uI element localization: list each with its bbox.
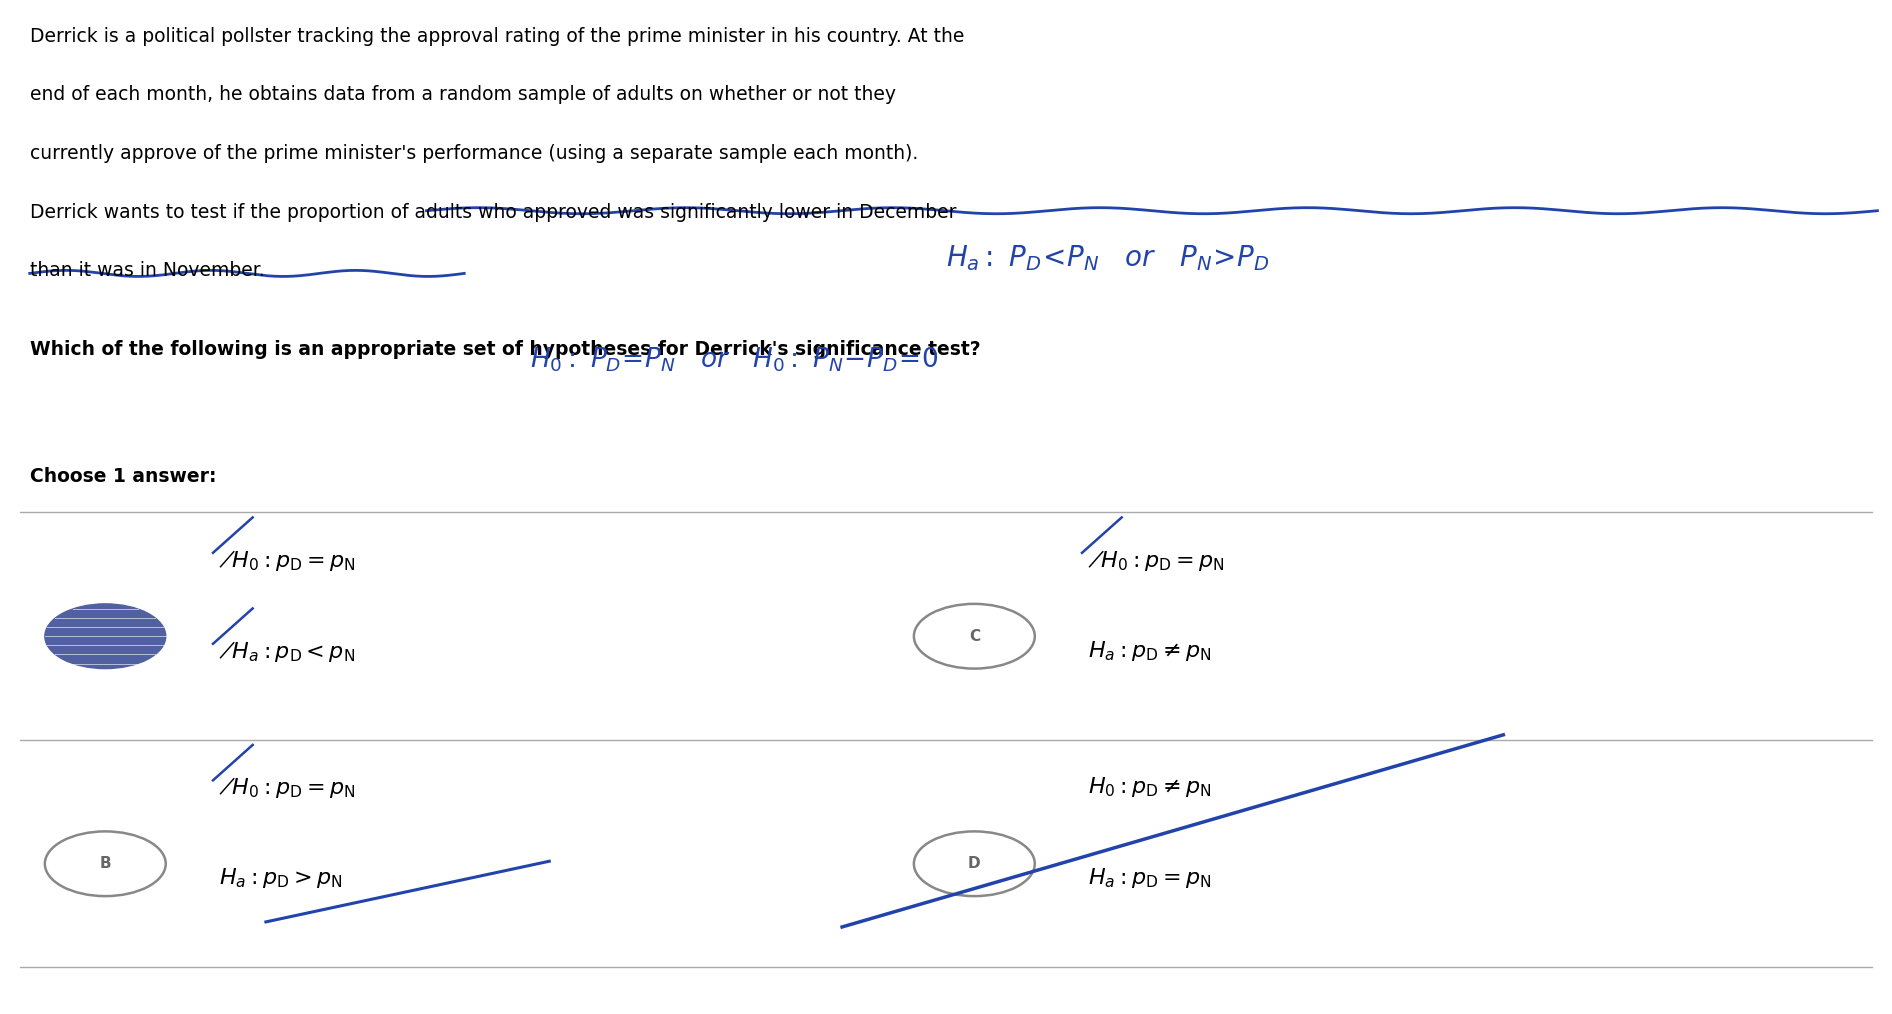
Text: $H_a : p_\mathrm{D} > p_\mathrm{N}$: $H_a : p_\mathrm{D} > p_\mathrm{N}$: [219, 866, 342, 890]
Text: $\not\!H_0 : p_\mathrm{D} = p_\mathrm{N}$: $\not\!H_0 : p_\mathrm{D} = p_\mathrm{N}…: [219, 776, 356, 800]
Text: $\not\!H_0 : p_\mathrm{D} = p_\mathrm{N}$: $\not\!H_0 : p_\mathrm{D} = p_\mathrm{N}…: [219, 548, 356, 573]
Text: D: D: [969, 856, 980, 871]
Text: $H_a : p_\mathrm{D} = p_\mathrm{N}$: $H_a : p_\mathrm{D} = p_\mathrm{N}$: [1088, 866, 1211, 890]
Text: $\not\!H_0 : p_\mathrm{D} = p_\mathrm{N}$: $\not\!H_0 : p_\mathrm{D} = p_\mathrm{N}…: [1088, 548, 1224, 573]
Text: Choose 1 answer:: Choose 1 answer:: [30, 466, 216, 486]
Text: than it was in November.: than it was in November.: [30, 262, 265, 280]
Text: Derrick wants to test if the proportion of adults who approved was significantly: Derrick wants to test if the proportion …: [30, 203, 955, 222]
Text: $\mathit{H_0}\mathrm{:}\ P_D\!=\!P_N$   or   $\mathit{H_0}\mathrm{:}\ P_N\!-\!P_: $\mathit{H_0}\mathrm{:}\ P_D\!=\!P_N$ or…: [530, 346, 938, 374]
Text: end of each month, he obtains data from a random sample of adults on whether or : end of each month, he obtains data from …: [30, 85, 895, 104]
Text: C: C: [969, 629, 980, 644]
Text: Derrick is a political pollster tracking the approval rating of the prime minist: Derrick is a political pollster tracking…: [30, 26, 965, 46]
Text: B: B: [100, 856, 112, 871]
Text: $\not\!H_a : p_\mathrm{D} < p_\mathrm{N}$: $\not\!H_a : p_\mathrm{D} < p_\mathrm{N}…: [219, 639, 354, 664]
Text: $H_0 : p_\mathrm{D} \neq p_\mathrm{N}$: $H_0 : p_\mathrm{D} \neq p_\mathrm{N}$: [1088, 776, 1211, 799]
Text: Which of the following is an appropriate set of hypotheses for Derrick's signifi: Which of the following is an appropriate…: [30, 341, 980, 359]
Text: $H_a : p_\mathrm{D} \neq p_\mathrm{N}$: $H_a : p_\mathrm{D} \neq p_\mathrm{N}$: [1088, 639, 1211, 663]
Circle shape: [45, 604, 166, 668]
Text: $\mathit{H_a}\mathrm{:}\ P_D\!<\!P_N$   or   $P_N\!>\!P_D$: $\mathit{H_a}\mathrm{:}\ P_D\!<\!P_N$ or…: [946, 243, 1270, 273]
Text: currently approve of the prime minister's performance (using a separate sample e: currently approve of the prime minister'…: [30, 144, 918, 163]
